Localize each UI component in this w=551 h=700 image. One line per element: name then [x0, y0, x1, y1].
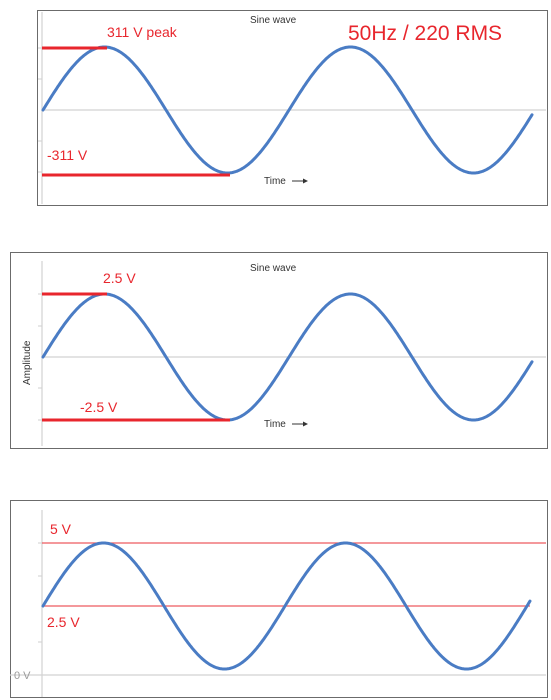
- sine-wave: [41, 292, 534, 422]
- five-volt-label: 5 V: [50, 521, 72, 537]
- peak-label: 2.5 V: [103, 270, 136, 286]
- midpoint-label: 2.5 V: [47, 614, 80, 630]
- panel-ac-mains: Sine wave 50Hz / 220 RMS 311 V peak -311…: [37, 10, 548, 206]
- zero-volt-label: 0 V: [14, 670, 31, 682]
- panel-dc-offset: 5 V 2.5 V 0 V: [10, 500, 548, 698]
- chart-title: Sine wave: [250, 263, 297, 274]
- right-arrow-icon: [292, 178, 308, 184]
- x-axis-label: Time: [264, 176, 286, 187]
- panel-frame: [10, 500, 548, 698]
- panel-frame: [37, 10, 548, 206]
- right-arrow-icon: [292, 421, 308, 427]
- trough-label: -311 V: [47, 147, 88, 163]
- peak-label: 311 V peak: [107, 24, 178, 40]
- trough-label: -2.5 V: [80, 399, 118, 415]
- x-axis-label: Time: [264, 419, 286, 430]
- chart-title: Sine wave: [250, 15, 297, 26]
- frequency-annotation: 50Hz / 220 RMS: [348, 22, 502, 45]
- panel-amplitude: Sine wave Amplitude 2.5 V -2.5 V Time: [10, 252, 548, 449]
- y-axis-label: Amplitude: [22, 340, 33, 385]
- sine-wave: [41, 45, 534, 175]
- sine-wave: [41, 541, 532, 671]
